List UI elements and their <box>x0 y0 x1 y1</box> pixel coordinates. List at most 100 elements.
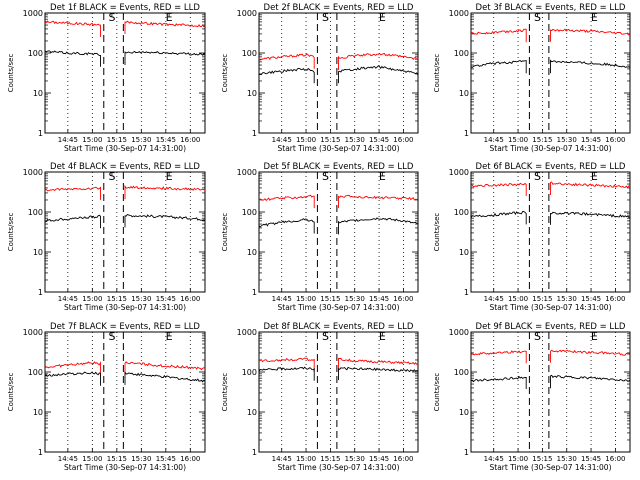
x-tick-label: 15:00 <box>296 295 316 303</box>
x-tick-label: 14:45 <box>272 136 292 144</box>
series-events-black-line <box>470 60 527 74</box>
x-axis-label: Start Time (30-Sep-07 14:31:00) <box>64 144 186 153</box>
panel-det-6: 1 10 100 1000 14:45 15:00 15:15 15:30 15:45 16:00… <box>433 162 631 312</box>
y-tick-label: 10 <box>459 89 469 98</box>
series-events-black-line <box>258 366 315 381</box>
y-axis-label: Counts/sec <box>221 213 229 252</box>
series-events-black-line <box>124 50 206 65</box>
y-tick-label: 100 <box>242 368 257 377</box>
series-events-black-line <box>550 374 631 389</box>
y-tick-label: 100 <box>242 49 257 58</box>
x-tick-label: 15:15 <box>532 136 552 144</box>
x-tick-label: 15:45 <box>156 295 176 303</box>
panel-det-8: 1 10 100 1000 14:45 15:00 15:15 15:30 15:45 16:00… <box>221 322 419 472</box>
x-tick-label: 15:15 <box>320 455 340 463</box>
marker-label-S: S <box>108 11 115 24</box>
x-tick-label: 15:30 <box>557 455 577 463</box>
marker-label-E: E <box>591 170 598 183</box>
x-tick-label: 15:30 <box>345 455 365 463</box>
marker-label-S: S <box>534 330 541 343</box>
series-events-black-line <box>258 67 315 84</box>
panel-det-4: 1 10 100 1000 14:45 15:00 15:15 15:30 15:45 16:00… <box>7 162 206 312</box>
y-tick-label: 10 <box>459 248 469 257</box>
marker-label-E: E <box>379 330 386 343</box>
marker-label-S: S <box>108 330 115 343</box>
series-events-black-line <box>550 59 631 74</box>
x-tick-label: 15:45 <box>581 295 601 303</box>
series-events-black-line <box>124 370 206 385</box>
y-tick-label: 1 <box>252 288 257 297</box>
marker-label-S: S <box>534 11 541 24</box>
x-tick-label: 14:45 <box>272 295 292 303</box>
y-tick-label: 100 <box>454 208 469 217</box>
x-axis-label: Start Time (30-Sep-07 14:31:00) <box>64 463 186 472</box>
panel-title: Det 6f BLACK = Events, RED = LLD <box>476 162 626 172</box>
plot-frame <box>470 331 631 453</box>
series-lld-red-line <box>550 28 631 42</box>
y-axis-label: Counts/sec <box>433 373 441 412</box>
series-events-black-line <box>338 217 419 235</box>
series-lld-red-line <box>44 186 101 200</box>
y-tick-label: 100 <box>28 208 43 217</box>
series-lld-red-line <box>338 357 419 372</box>
y-tick-label: 1000 <box>23 168 43 177</box>
plot-frame <box>44 12 206 134</box>
plot-frame <box>44 171 206 293</box>
x-tick-label: 15:45 <box>581 455 601 463</box>
panel-title: Det 9f BLACK = Events, RED = LLD <box>476 322 626 332</box>
y-axis-label: Counts/sec <box>221 54 229 93</box>
y-tick-label: 1000 <box>23 328 43 337</box>
panel-title: Det 2f BLACK = Events, RED = LLD <box>264 3 414 13</box>
series-lld-red-line <box>258 53 315 69</box>
x-tick-label: 16:00 <box>180 136 200 144</box>
panel-title: Det 3f BLACK = Events, RED = LLD <box>476 3 626 13</box>
y-axis-label: Counts/sec <box>221 373 229 412</box>
x-tick-label: 15:30 <box>131 455 151 463</box>
x-tick-label: 14:45 <box>272 455 292 463</box>
plot-frame <box>258 331 419 453</box>
series-events-black-line <box>470 375 527 389</box>
x-axis-label: Start Time (30-Sep-07 14:31:00) <box>64 303 186 312</box>
series-lld-red-line <box>124 361 206 375</box>
y-axis-label: Counts/sec <box>7 54 15 93</box>
y-tick-label: 100 <box>28 49 43 58</box>
y-tick-label: 100 <box>28 368 43 377</box>
panel-det-5: 1 10 100 1000 14:45 15:00 15:15 15:30 15:45 16:00… <box>221 162 419 312</box>
x-tick-label: 15:45 <box>369 136 389 144</box>
x-tick-label: 15:00 <box>82 455 102 463</box>
series-events-black-line <box>258 218 315 234</box>
x-tick-label: 15:00 <box>82 136 102 144</box>
series-lld-red-line <box>44 361 101 376</box>
x-tick-label: 14:45 <box>484 455 504 463</box>
panel-det-7: 1 10 100 1000 14:45 15:00 15:15 15:30 15:45 16:00… <box>7 322 206 472</box>
marker-label-E: E <box>166 170 173 183</box>
marker-label-E: E <box>591 330 598 343</box>
x-tick-label: 14:45 <box>484 136 504 144</box>
series-lld-red-line <box>470 182 527 196</box>
series-events-black-line <box>550 211 631 225</box>
series-lld-red-line <box>470 350 527 364</box>
x-tick-label: 14:45 <box>58 295 78 303</box>
y-tick-label: 10 <box>459 408 469 417</box>
series-lld-red-line <box>124 20 206 34</box>
x-tick-label: 15:45 <box>369 295 389 303</box>
panel-title: Det 5f BLACK = Events, RED = LLD <box>264 162 414 172</box>
x-tick-label: 16:00 <box>393 295 413 303</box>
y-tick-label: 10 <box>247 248 257 257</box>
x-tick-label: 16:00 <box>180 295 200 303</box>
y-tick-label: 1000 <box>449 168 469 177</box>
x-tick-label: 15:30 <box>131 136 151 144</box>
series-lld-red-line <box>550 349 631 363</box>
y-tick-label: 100 <box>454 368 469 377</box>
y-tick-label: 10 <box>33 89 43 98</box>
x-axis-label: Start Time (30-Sep-07 14:31:00) <box>490 144 612 153</box>
x-axis-label: Start Time (30-Sep-07 14:31:00) <box>490 463 612 472</box>
y-tick-label: 10 <box>33 408 43 417</box>
x-tick-label: 15:00 <box>508 136 528 144</box>
marker-label-S: S <box>534 170 541 183</box>
x-tick-label: 15:15 <box>320 295 340 303</box>
x-axis-label: Start Time (30-Sep-07 14:31:00) <box>278 144 400 153</box>
panel-title: Det 4f BLACK = Events, RED = LLD <box>50 162 200 172</box>
series-events-black-line <box>338 65 419 84</box>
y-tick-label: 1 <box>464 448 469 457</box>
